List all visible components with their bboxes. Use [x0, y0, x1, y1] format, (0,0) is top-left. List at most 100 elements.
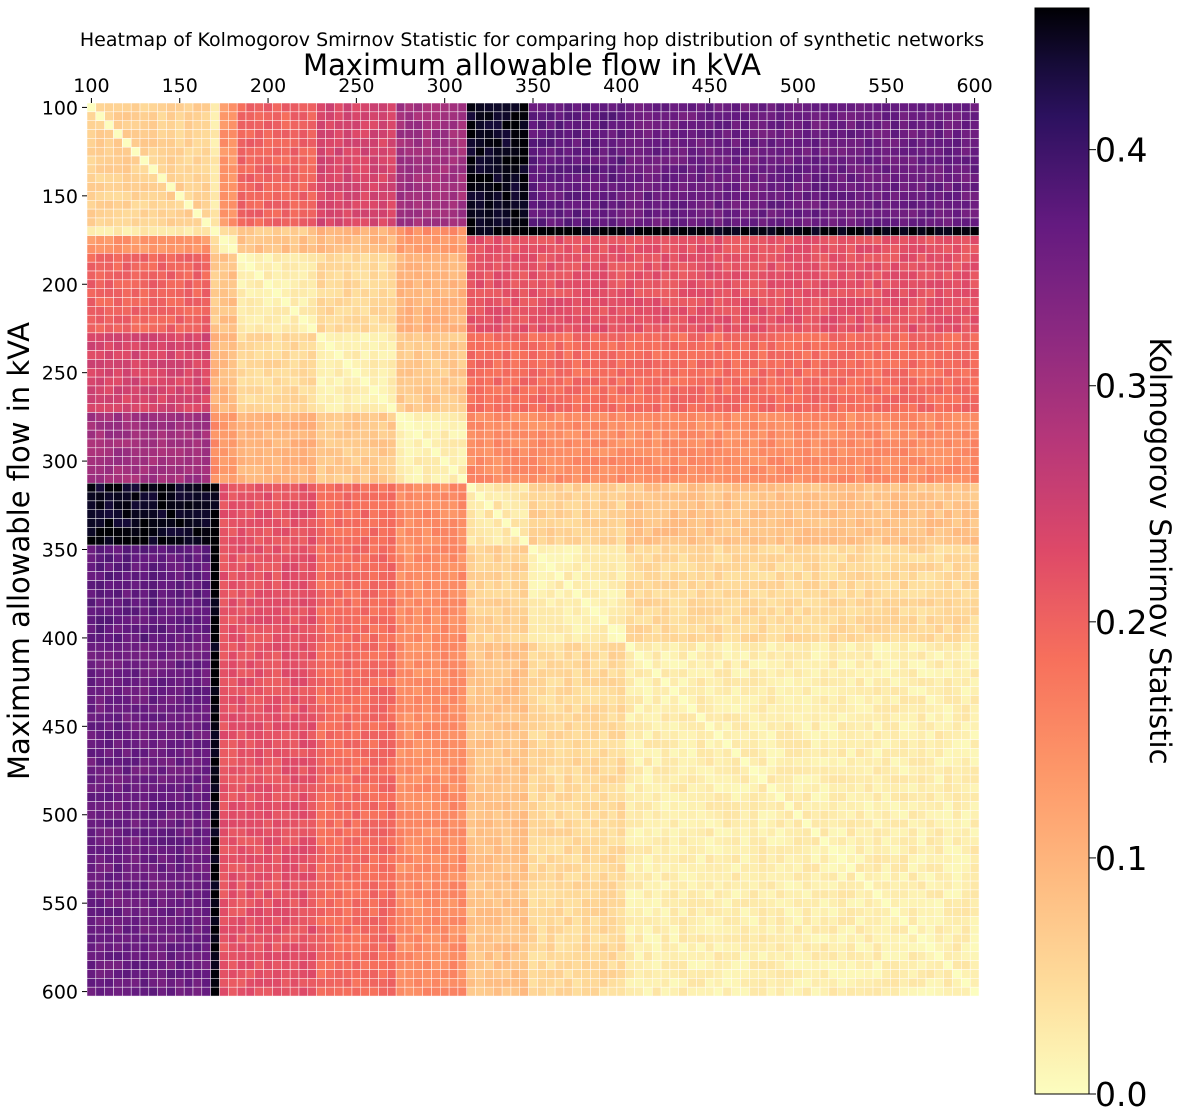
- heatmap-cell: [86, 191, 97, 201]
- heatmap-cell: [528, 217, 538, 228]
- heatmap-cell: [289, 226, 300, 236]
- heatmap-cell: [943, 438, 953, 449]
- heatmap-cell: [219, 518, 229, 528]
- heatmap-cell: [316, 518, 326, 528]
- heatmap-cell: [148, 270, 158, 281]
- heatmap-cell: [236, 447, 247, 457]
- heatmap-cell: [413, 332, 423, 343]
- heatmap-cell: [466, 138, 476, 148]
- heatmap-cell: [325, 456, 335, 466]
- heatmap-cell: [581, 429, 591, 440]
- heatmap-cell: [175, 314, 185, 325]
- heatmap-cell: [572, 509, 582, 519]
- heatmap-cell: [810, 438, 821, 449]
- heatmap-cell: [528, 465, 538, 475]
- heatmap-cell: [749, 155, 759, 166]
- heatmap-cell: [572, 191, 582, 201]
- heatmap-cell: [952, 385, 962, 396]
- heatmap-cell: [899, 368, 909, 378]
- heatmap-cell: [404, 120, 415, 130]
- heatmap-cell: [740, 359, 750, 369]
- heatmap-cell: [307, 270, 317, 281]
- heatmap-cell: [192, 491, 203, 502]
- heatmap-cell: [245, 235, 256, 245]
- heatmap-cell: [872, 332, 883, 343]
- heatmap-cell: [687, 438, 697, 449]
- heatmap-cell: [810, 253, 821, 263]
- heatmap-cell: [183, 323, 194, 334]
- heatmap-cell: [263, 385, 273, 396]
- heatmap-cell: [749, 403, 759, 413]
- heatmap-cell: [713, 376, 724, 387]
- heatmap-cell: [210, 447, 220, 457]
- heatmap-cell: [148, 138, 158, 148]
- heatmap-cell: [440, 376, 450, 387]
- heatmap-cell: [254, 350, 264, 360]
- heatmap-cell: [378, 146, 388, 157]
- heatmap-cell: [855, 102, 865, 113]
- heatmap-cell: [572, 474, 582, 484]
- heatmap-cell: [422, 288, 432, 298]
- heatmap-cell: [908, 456, 918, 466]
- heatmap-cell: [925, 120, 936, 130]
- heatmap-cell: [378, 518, 388, 528]
- heatmap-cell: [784, 200, 794, 210]
- heatmap-cell: [369, 509, 379, 519]
- heatmap-cell: [440, 482, 450, 493]
- heatmap-cell: [625, 323, 635, 334]
- heatmap-cell: [678, 164, 688, 175]
- heatmap-cell: [546, 412, 556, 422]
- heatmap-cell: [810, 482, 821, 493]
- heatmap-cell: [563, 403, 574, 413]
- heatmap-cell: [766, 509, 777, 519]
- heatmap-cell: [722, 146, 733, 157]
- heatmap-cell: [846, 474, 856, 484]
- heatmap-cell: [863, 394, 874, 404]
- heatmap-cell: [634, 314, 644, 325]
- heatmap-cell: [95, 297, 105, 307]
- heatmap-cell: [881, 465, 891, 475]
- heatmap-cell: [175, 323, 185, 334]
- heatmap-cell: [457, 244, 468, 254]
- heatmap-cell: [281, 438, 291, 449]
- heatmap-cell: [148, 129, 158, 139]
- heatmap-cell: [298, 244, 309, 254]
- heatmap-cell: [440, 111, 450, 121]
- heatmap-cell: [369, 261, 379, 272]
- heatmap-cell: [192, 527, 203, 537]
- heatmap-cell: [775, 350, 785, 360]
- heatmap-cell: [828, 235, 838, 245]
- heatmap-cell: [413, 412, 423, 422]
- heatmap-cell: [289, 288, 300, 298]
- heatmap-cell: [395, 368, 406, 378]
- heatmap-cell: [731, 518, 741, 528]
- heatmap-cell: [484, 182, 494, 192]
- heatmap-cell: [961, 527, 971, 537]
- heatmap-cell: [413, 191, 423, 201]
- heatmap-cell: [95, 306, 105, 316]
- heatmap-cell: [554, 527, 565, 537]
- heatmap-cell: [651, 173, 662, 183]
- heatmap-cell: [616, 314, 627, 325]
- heatmap-cell: [351, 120, 362, 130]
- heatmap-cell: [687, 129, 697, 139]
- heatmap-cell: [643, 314, 653, 325]
- heatmap-cell: [793, 200, 803, 210]
- heatmap-cell: [749, 288, 759, 298]
- heatmap-cell: [563, 332, 574, 343]
- heatmap-cell: [563, 429, 574, 440]
- heatmap-cell: [228, 394, 238, 404]
- heatmap-cell: [819, 323, 830, 334]
- heatmap-cell: [457, 518, 468, 528]
- heatmap-cell: [590, 306, 600, 316]
- heatmap-cell: [440, 297, 450, 307]
- heatmap-cell: [775, 359, 785, 369]
- heatmap-cell: [890, 191, 900, 201]
- heatmap-cell: [731, 191, 741, 201]
- heatmap-cell: [616, 235, 627, 245]
- heatmap-cell: [890, 447, 900, 457]
- heatmap-cell: [961, 102, 971, 113]
- heatmap-cell: [387, 403, 397, 413]
- heatmap-cell: [404, 482, 415, 493]
